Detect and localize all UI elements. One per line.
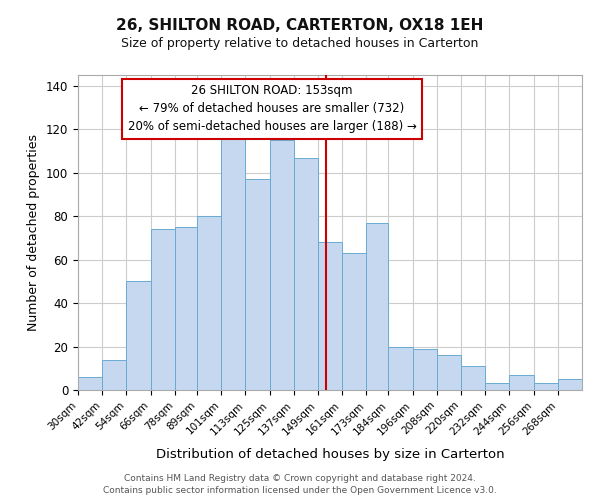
Text: 26, SHILTON ROAD, CARTERTON, OX18 1EH: 26, SHILTON ROAD, CARTERTON, OX18 1EH	[116, 18, 484, 32]
Text: Size of property relative to detached houses in Carterton: Size of property relative to detached ho…	[121, 38, 479, 51]
Bar	[151, 229, 175, 390]
Bar	[269, 140, 294, 390]
Bar	[366, 222, 388, 390]
Bar	[78, 377, 102, 390]
Bar	[175, 227, 197, 390]
Bar	[509, 375, 533, 390]
Bar	[127, 282, 151, 390]
Bar	[461, 366, 485, 390]
Bar	[388, 346, 413, 390]
Bar	[437, 355, 461, 390]
Bar	[533, 384, 558, 390]
Bar	[294, 158, 318, 390]
Bar	[485, 384, 509, 390]
Bar	[245, 180, 269, 390]
X-axis label: Distribution of detached houses by size in Carterton: Distribution of detached houses by size …	[155, 448, 505, 460]
Text: 26 SHILTON ROAD: 153sqm
← 79% of detached houses are smaller (732)
20% of semi-d: 26 SHILTON ROAD: 153sqm ← 79% of detache…	[128, 84, 416, 134]
Text: Contains HM Land Registry data © Crown copyright and database right 2024.
Contai: Contains HM Land Registry data © Crown c…	[103, 474, 497, 495]
Bar	[197, 216, 221, 390]
Bar	[318, 242, 342, 390]
Y-axis label: Number of detached properties: Number of detached properties	[28, 134, 40, 331]
Bar	[221, 134, 245, 390]
Bar	[102, 360, 127, 390]
Bar	[558, 379, 582, 390]
Bar	[413, 348, 437, 390]
Bar	[342, 253, 366, 390]
